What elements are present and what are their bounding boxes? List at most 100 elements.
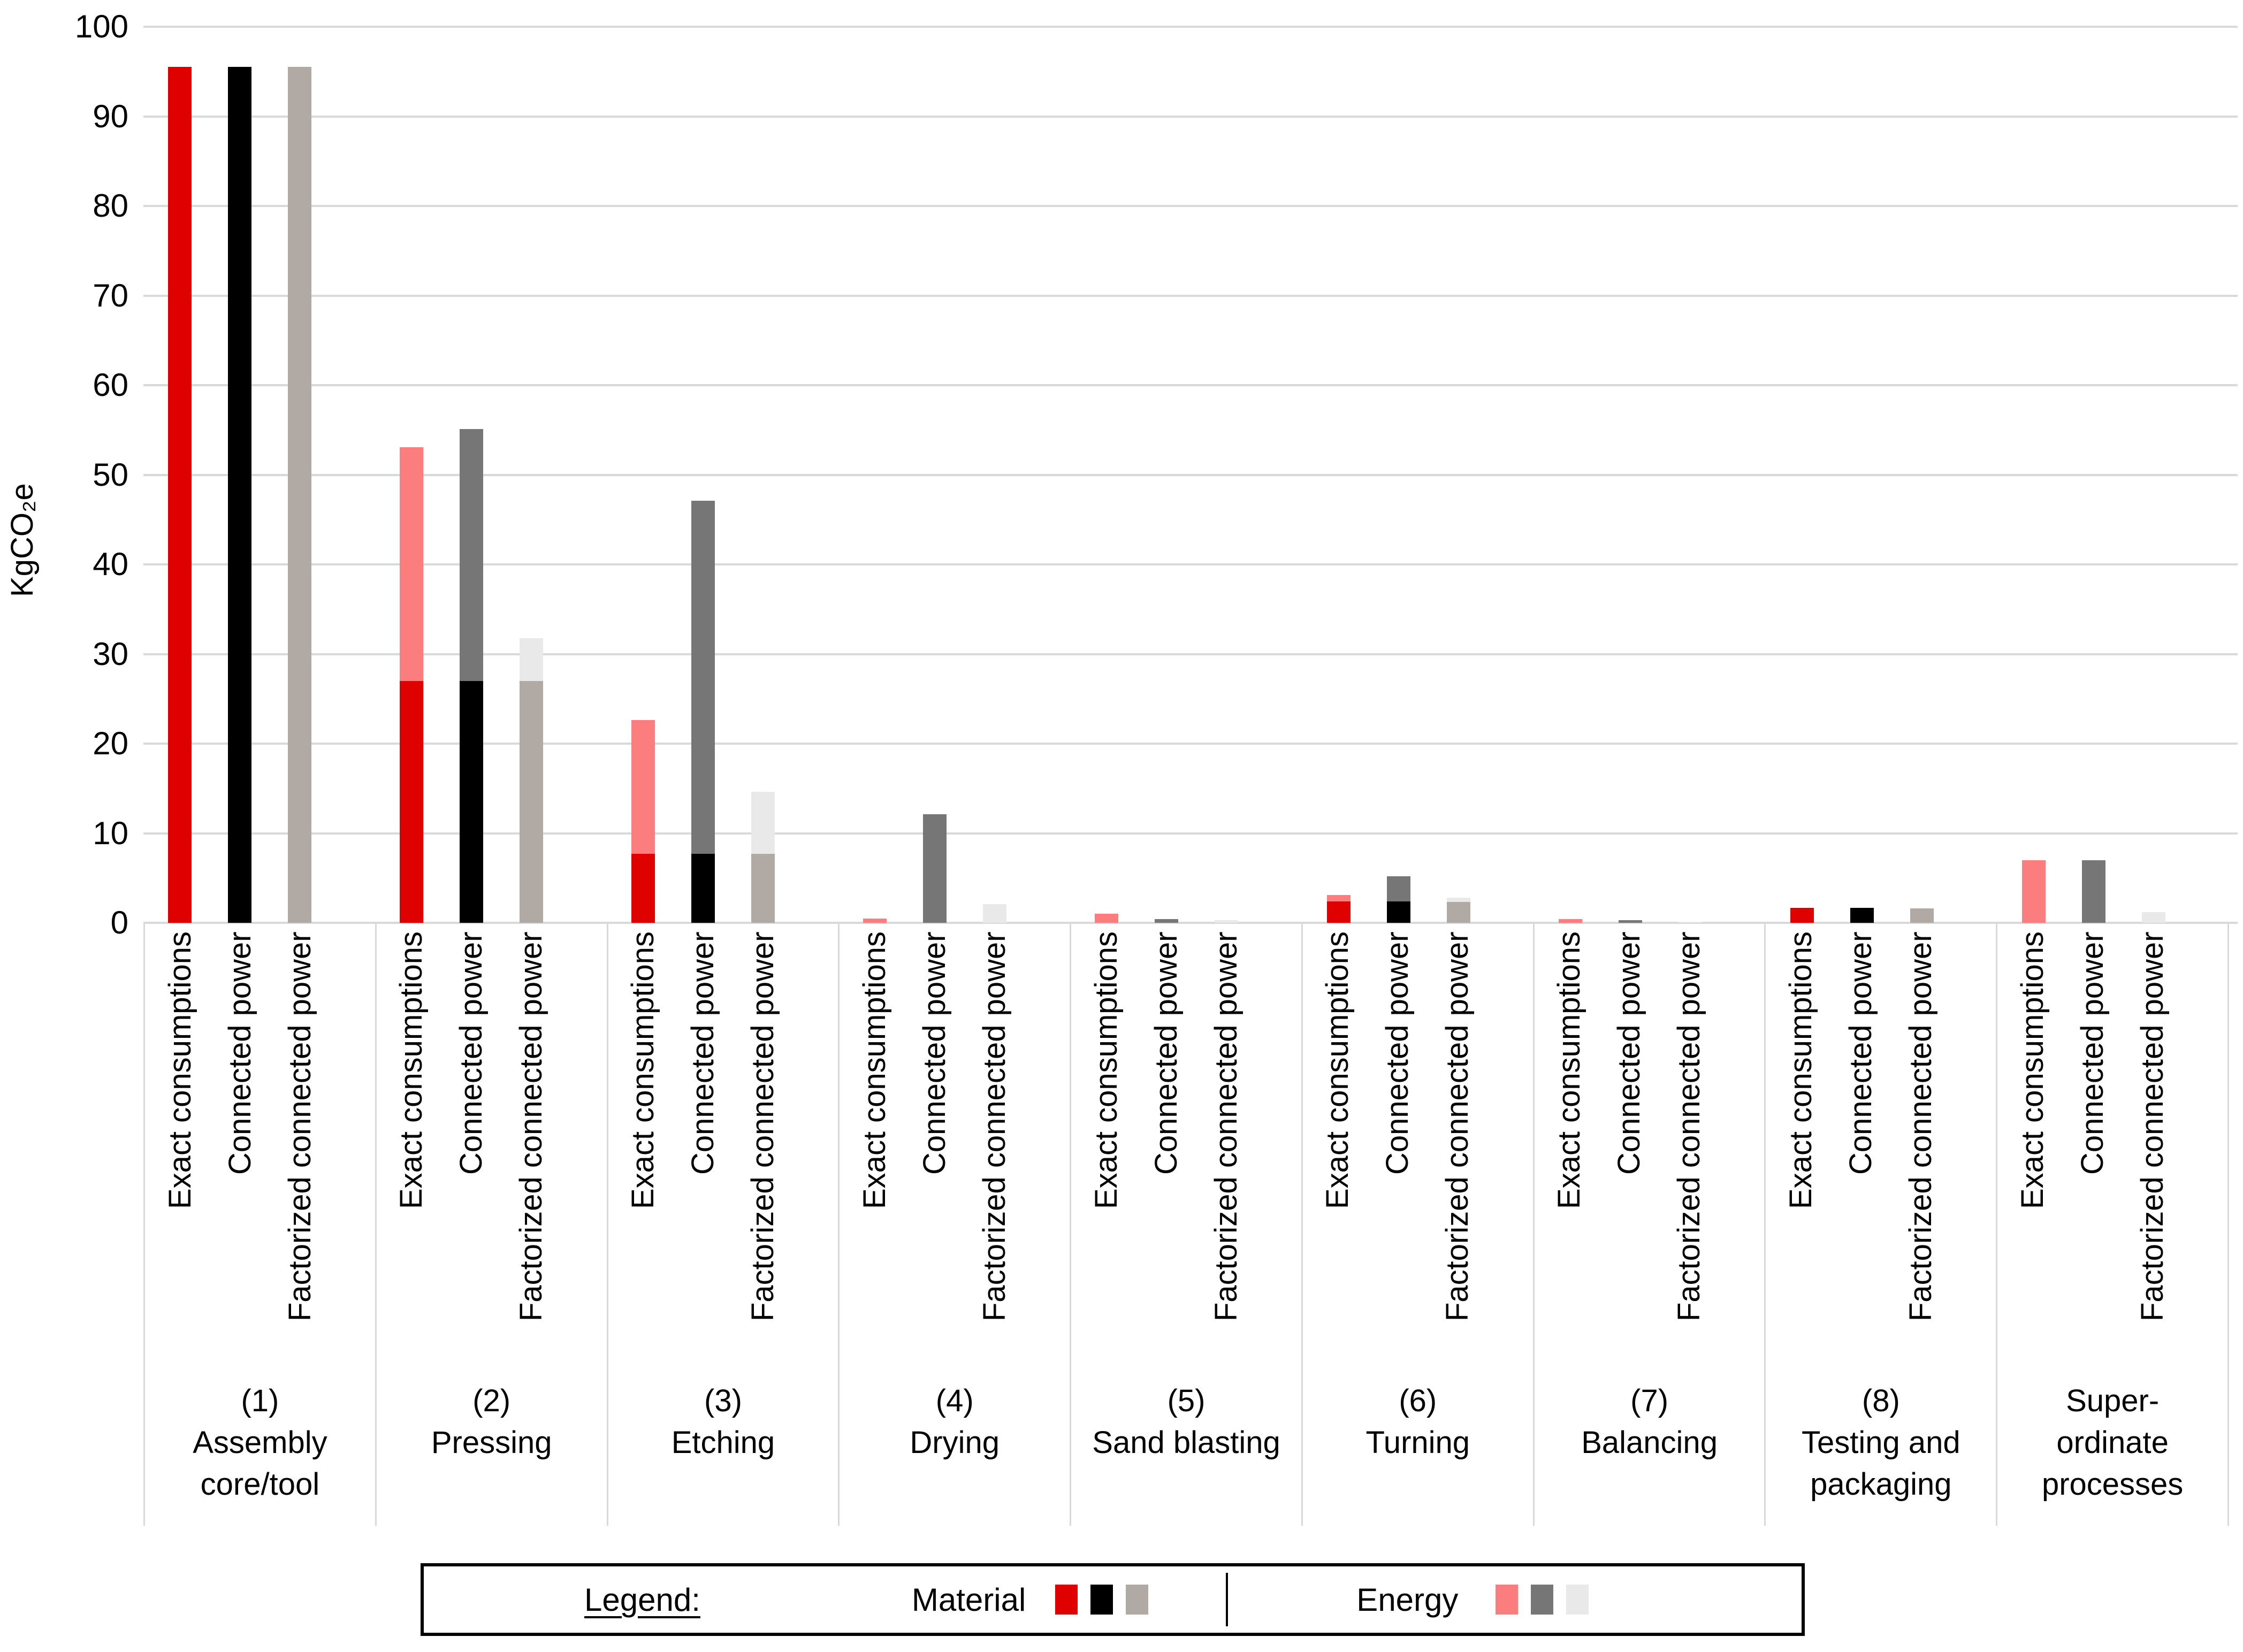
legend-swatch-energy bbox=[1531, 1585, 1554, 1615]
bar-tick-label: Exact consumptions bbox=[857, 931, 892, 1210]
bar-tick-slot: Connected power bbox=[2075, 931, 2110, 1375]
gridline-60 bbox=[143, 384, 2238, 386]
bar-segment-material bbox=[400, 681, 424, 923]
group-caption-line: Turning bbox=[1365, 1425, 1470, 1460]
bar-tick-label: Exact consumptions bbox=[394, 931, 429, 1210]
group-cell-7 bbox=[1534, 27, 1766, 923]
bar-segment-material bbox=[751, 854, 775, 923]
bar-tick-slot: Connected power bbox=[223, 931, 257, 1375]
y-tick-label-10: 10 bbox=[93, 815, 128, 851]
bar-segment-energy bbox=[1095, 914, 1119, 923]
legend-swatch-material bbox=[1055, 1585, 1078, 1615]
bar-connected-power bbox=[2081, 27, 2105, 923]
group-caption: Super-ordinate processes bbox=[1997, 1380, 2227, 1505]
gridline-100 bbox=[143, 26, 2238, 28]
bar-factorized-connected-power bbox=[1215, 27, 1239, 923]
group-caption: (3) Etching bbox=[608, 1380, 838, 1464]
y-tick-label-80: 80 bbox=[93, 188, 128, 224]
bar-segment-energy bbox=[1215, 920, 1239, 923]
bar-tick-label: Factorized connected power bbox=[1903, 931, 1938, 1321]
x-label-cell-8: Exact consumptions Connected power Factori… bbox=[1764, 923, 1996, 1526]
legend-energy-swatches bbox=[1496, 1585, 1589, 1615]
bar-tick-label: Exact consumptions bbox=[162, 931, 197, 1210]
bar-connected-power bbox=[460, 27, 484, 923]
bar-segment-energy bbox=[983, 904, 1007, 923]
bar-segment-material bbox=[1386, 901, 1410, 923]
x-label-cell-6: Exact consumptions Connected power Factori… bbox=[1301, 923, 1533, 1526]
bar-tick-slot: Connected power bbox=[1843, 931, 1878, 1375]
group-caption-line: Super- bbox=[2066, 1383, 2160, 1418]
bar-exact-consumptions bbox=[863, 27, 887, 923]
bar-tick-label-row: Exact consumptions Connected power Factori… bbox=[1071, 931, 1301, 1375]
bar-tick-slot: Connected power bbox=[685, 931, 720, 1375]
bar-tick-slot: Exact consumptions bbox=[1783, 931, 1818, 1375]
group-caption: (2) Pressing bbox=[377, 1380, 607, 1464]
gridline-50 bbox=[143, 473, 2238, 476]
x-label-cell-4: Exact consumptions Connected power Factori… bbox=[838, 923, 1070, 1526]
x-label-cell-2: Exact consumptions Connected power Factori… bbox=[375, 923, 607, 1526]
bar-connected-power bbox=[1850, 27, 1874, 923]
y-axis-title: KgCO₂e bbox=[5, 483, 40, 598]
bar-tick-slot: Factorized connected power bbox=[1672, 931, 1706, 1375]
bar-segment-material bbox=[1326, 901, 1351, 923]
bar-segment-material bbox=[168, 67, 192, 923]
group-caption-line: packaging bbox=[1810, 1467, 1952, 1502]
legend-title: Legend: bbox=[584, 1581, 700, 1618]
legend-material-label: Material bbox=[911, 1581, 1026, 1618]
bar-tick-slot: Connected power bbox=[1612, 931, 1646, 1375]
legend-swatch-material bbox=[1090, 1585, 1113, 1615]
group-caption: (7) Balancing bbox=[1535, 1380, 1765, 1464]
group-cell-1 bbox=[143, 27, 375, 923]
bar-tick-slot: Exact consumptions bbox=[1320, 931, 1355, 1375]
bar-tick-label: Exact consumptions bbox=[2015, 931, 2050, 1210]
bar-exact-consumptions bbox=[631, 27, 655, 923]
gridline-20 bbox=[143, 743, 2238, 745]
legend-material-swatches bbox=[1055, 1585, 1149, 1615]
bar-tick-label: Connected power bbox=[2074, 931, 2110, 1175]
bar-segment-energy bbox=[1618, 920, 1642, 923]
bar-tick-slot: Factorized connected power bbox=[1440, 931, 1475, 1375]
bar-segment-energy bbox=[460, 429, 484, 681]
group-caption: (8) Testing and packaging bbox=[1766, 1380, 1996, 1505]
y-tick-label-40: 40 bbox=[93, 546, 128, 582]
group-caption-line: processes bbox=[2041, 1467, 2184, 1502]
group-cell-8 bbox=[1766, 27, 1997, 923]
bar-connected-power bbox=[1618, 27, 1642, 923]
bar-segment-energy bbox=[400, 447, 424, 681]
x-label-cell-9: Exact consumptions Connected power Factori… bbox=[1996, 923, 2230, 1526]
y-tick-label-60: 60 bbox=[93, 367, 128, 403]
bar-segment-energy bbox=[1558, 919, 1582, 923]
group-caption-line: Drying bbox=[910, 1425, 1000, 1460]
legend-swatch-material bbox=[1126, 1585, 1149, 1615]
bar-segment-energy bbox=[2081, 860, 2105, 923]
bar-factorized-connected-power bbox=[1910, 27, 1934, 923]
bar-segment-material bbox=[228, 67, 251, 923]
legend-divider bbox=[1226, 1573, 1229, 1626]
bar-factorized-connected-power bbox=[751, 27, 775, 923]
bar-segment-energy bbox=[751, 792, 775, 854]
gridline-10 bbox=[143, 832, 2238, 835]
legend-box: Legend: Material Energy bbox=[421, 1563, 1805, 1636]
bar-tick-slot: Factorized connected power bbox=[283, 931, 317, 1375]
group-caption-line: Testing and bbox=[1802, 1425, 1960, 1460]
bar-tick-label-row: Exact consumptions Connected power Factori… bbox=[377, 931, 607, 1375]
legend-swatch-energy bbox=[1566, 1585, 1589, 1615]
group-caption-line: Balancing bbox=[1581, 1425, 1718, 1460]
gridline-70 bbox=[143, 294, 2238, 297]
bar-segment-material bbox=[1910, 908, 1934, 923]
x-label-cell-1: Exact consumptions Connected power Factori… bbox=[143, 923, 375, 1526]
bar-tick-label: Connected power bbox=[454, 931, 489, 1175]
group-caption-line: (8) bbox=[1861, 1383, 1900, 1418]
bar-segment-energy bbox=[1446, 898, 1470, 902]
bar-tick-label: Factorized connected power bbox=[2134, 931, 2170, 1321]
bar-segment-material bbox=[1446, 902, 1470, 923]
bar-exact-consumptions bbox=[2021, 27, 2046, 923]
group-caption-line: (5) bbox=[1167, 1383, 1206, 1418]
group-caption-line: Sand blasting bbox=[1092, 1425, 1280, 1460]
gridline-0 bbox=[143, 922, 2238, 924]
group-caption-line: ordinate bbox=[2056, 1425, 2169, 1460]
bar-factorized-connected-power bbox=[1446, 27, 1470, 923]
bar-tick-slot: Exact consumptions bbox=[1089, 931, 1124, 1375]
bar-tick-label-row: Exact consumptions Connected power Factori… bbox=[1303, 931, 1533, 1375]
group-caption: (6) Turning bbox=[1303, 1380, 1533, 1464]
